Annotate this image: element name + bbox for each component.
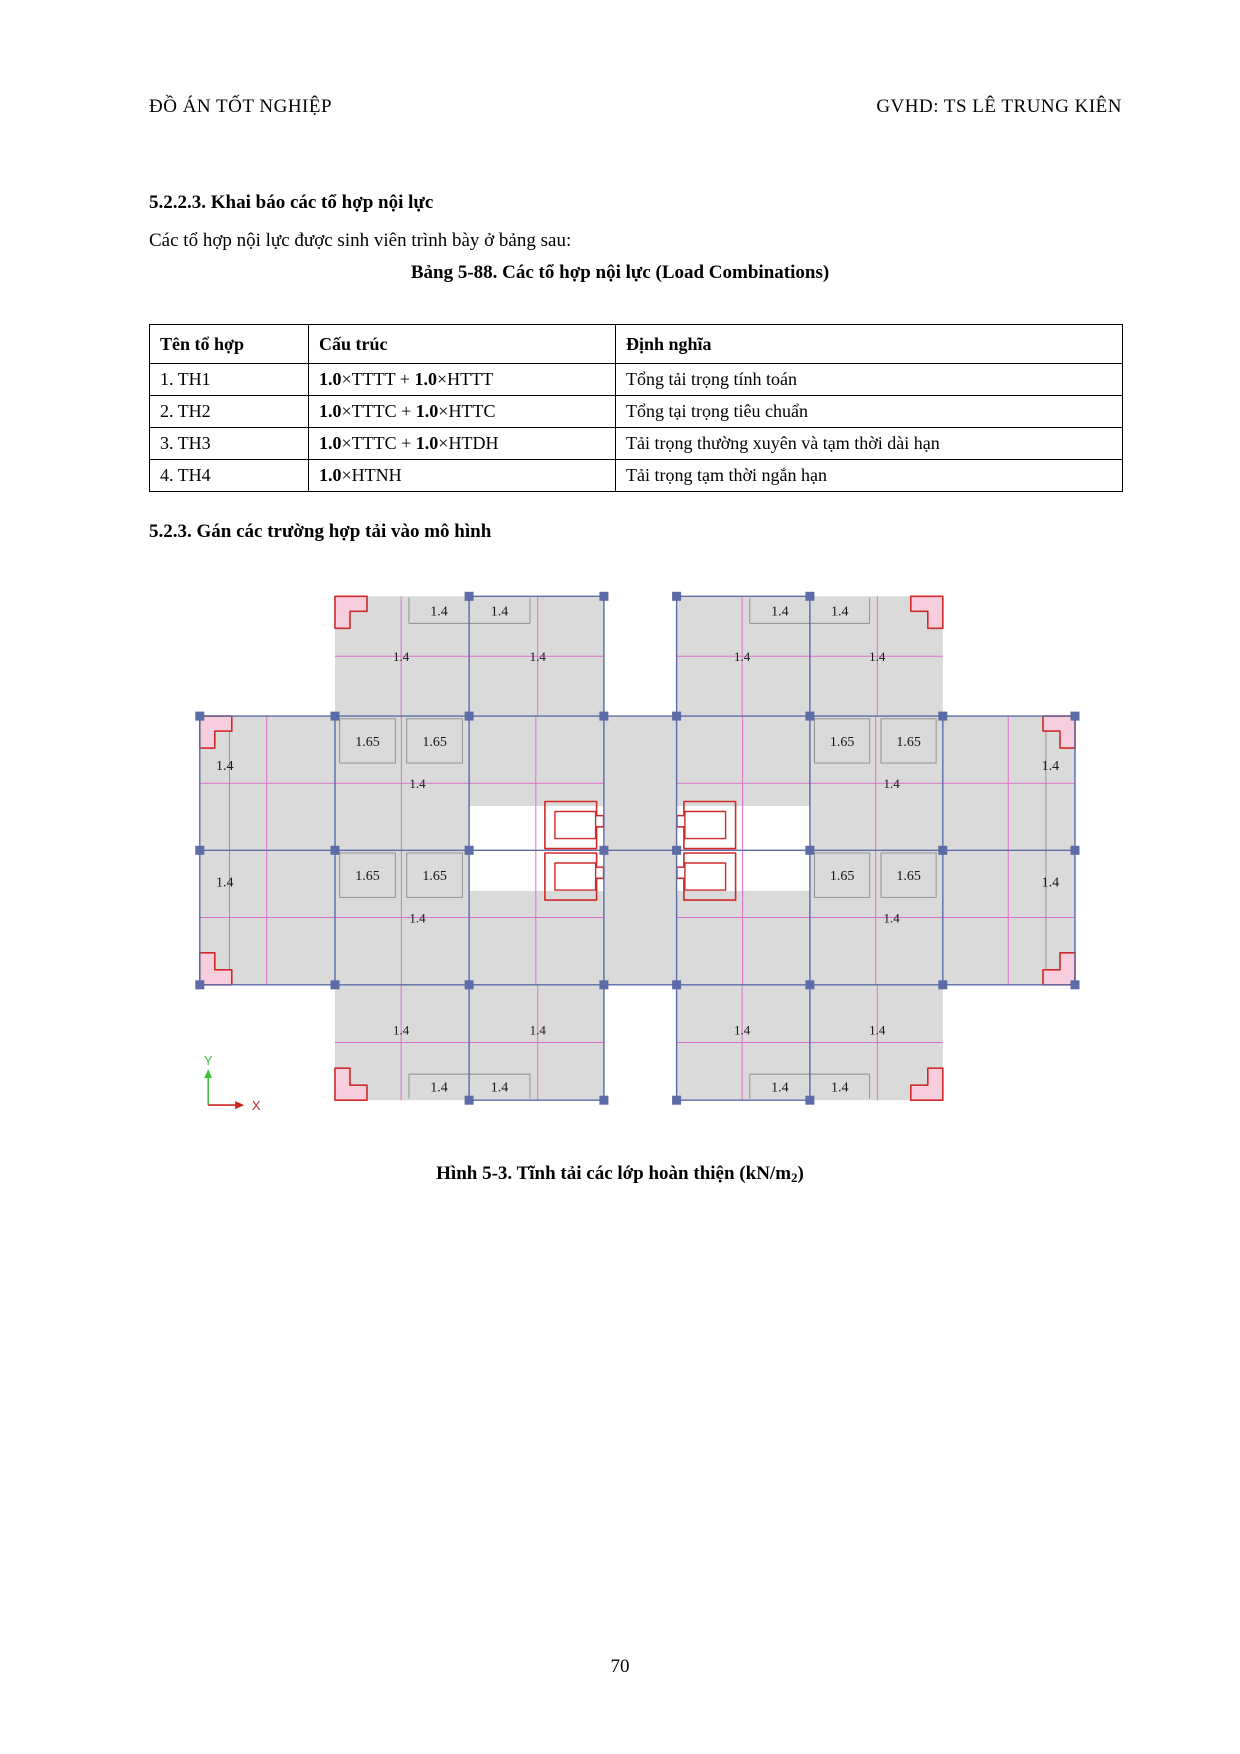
svg-text:1.4: 1.4 [869,649,886,664]
svg-text:1.4: 1.4 [393,1023,410,1038]
svg-text:1.65: 1.65 [830,735,855,750]
svg-text:1.4: 1.4 [771,1080,789,1095]
svg-text:1.4: 1.4 [831,605,849,620]
svg-text:1.65: 1.65 [355,869,380,884]
svg-text:1.4: 1.4 [216,759,234,774]
svg-text:1.4: 1.4 [491,605,509,620]
svg-text:1.4: 1.4 [1042,876,1060,891]
svg-text:1.4: 1.4 [216,876,234,891]
svg-text:1.4: 1.4 [884,776,901,791]
svg-text:1.65: 1.65 [896,735,921,750]
svg-text:1.4: 1.4 [530,649,547,664]
svg-text:1.65: 1.65 [830,869,855,884]
svg-text:1.4: 1.4 [771,605,789,620]
svg-text:1.4: 1.4 [491,1080,509,1095]
svg-text:1.4: 1.4 [393,649,410,664]
svg-text:1.4: 1.4 [869,1023,886,1038]
svg-text:1.65: 1.65 [422,869,447,884]
svg-text:1.4: 1.4 [734,649,751,664]
svg-text:1.4: 1.4 [530,1023,547,1038]
svg-text:1.65: 1.65 [422,735,447,750]
svg-text:1.4: 1.4 [430,1080,448,1095]
svg-text:1.4: 1.4 [734,1023,751,1038]
svg-text:1.4: 1.4 [430,605,448,620]
svg-text:1.4: 1.4 [884,911,901,926]
svg-text:1.4: 1.4 [409,911,426,926]
svg-text:1.4: 1.4 [409,776,426,791]
svg-text:1.4: 1.4 [1042,759,1060,774]
svg-text:1.4: 1.4 [831,1080,849,1095]
svg-text:X: X [252,1098,261,1113]
svg-text:Y: Y [204,1053,213,1068]
svg-text:1.65: 1.65 [355,735,380,750]
svg-text:1.65: 1.65 [896,869,921,884]
